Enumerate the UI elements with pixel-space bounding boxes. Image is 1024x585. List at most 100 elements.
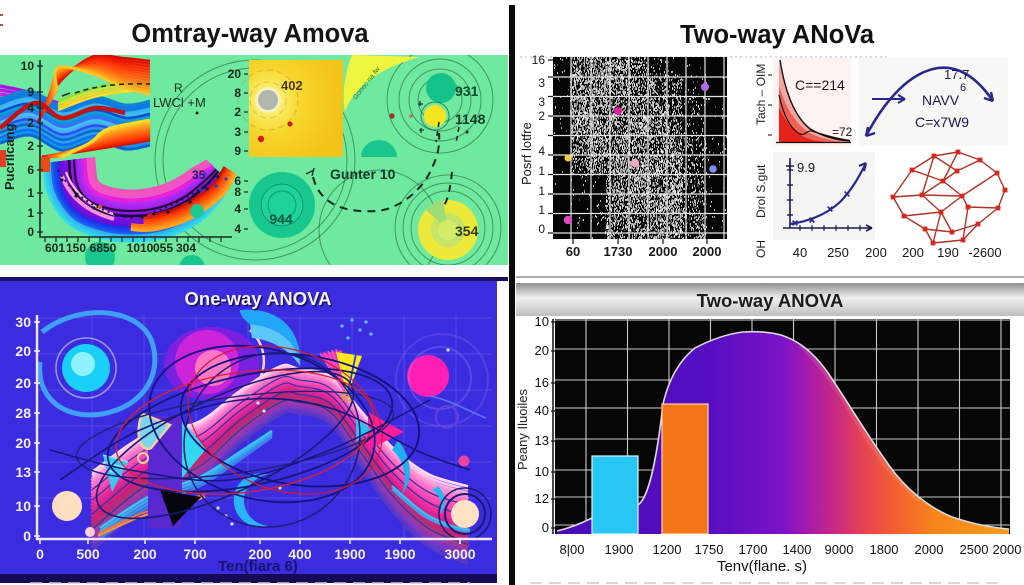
svg-text:12: 12 xyxy=(535,491,549,506)
svg-text:Tach – OIM: Tach – OIM xyxy=(754,64,768,125)
svg-text:150: 150 xyxy=(66,241,86,255)
svg-text:20: 20 xyxy=(15,343,31,359)
svg-text:3: 3 xyxy=(538,76,545,90)
svg-text:1900: 1900 xyxy=(334,546,365,562)
svg-text:Gunter 10: Gunter 10 xyxy=(330,166,396,182)
svg-text:Two-way ANoVa: Two-way ANoVa xyxy=(680,21,875,49)
svg-text:402: 402 xyxy=(281,78,303,93)
svg-text:4: 4 xyxy=(538,144,545,158)
svg-text:8: 8 xyxy=(234,86,241,100)
svg-text:0: 0 xyxy=(23,528,31,544)
svg-text:One-way ANOVA: One-way ANOVA xyxy=(186,290,333,311)
svg-text:0: 0 xyxy=(36,546,44,562)
svg-text:250: 250 xyxy=(827,245,849,260)
svg-text:2000: 2000 xyxy=(649,244,678,259)
svg-text:2: 2 xyxy=(27,139,34,153)
svg-text:Posrf lotfre: Posrf lotfre xyxy=(519,122,534,185)
svg-text:C=x7W9: C=x7W9 xyxy=(915,114,969,130)
svg-text:1: 1 xyxy=(27,186,34,200)
svg-text:1200: 1200 xyxy=(653,542,682,557)
svg-text:NAVV: NAVV xyxy=(922,92,960,108)
svg-text:C==214: C==214 xyxy=(795,77,845,93)
svg-text:4: 4 xyxy=(234,202,241,216)
svg-text:8: 8 xyxy=(234,185,241,199)
svg-text:1010: 1010 xyxy=(127,241,154,255)
svg-text:2000: 2000 xyxy=(993,542,1022,557)
svg-text:944: 944 xyxy=(269,211,293,227)
svg-text:1900: 1900 xyxy=(605,542,634,557)
svg-text:28: 28 xyxy=(15,405,31,421)
svg-text:Two-way ANOVA: Two-way ANOVA xyxy=(697,290,844,311)
svg-text:9: 9 xyxy=(27,85,34,99)
svg-text:6850: 6850 xyxy=(90,241,117,255)
svg-text:601: 601 xyxy=(45,241,65,255)
svg-text:4: 4 xyxy=(27,101,34,115)
svg-text:35: 35 xyxy=(192,168,206,182)
svg-text:R: R xyxy=(174,81,183,95)
svg-text:6: 6 xyxy=(27,163,34,177)
svg-text:2000: 2000 xyxy=(693,244,722,259)
svg-text:20: 20 xyxy=(15,435,31,451)
svg-text:200: 200 xyxy=(865,245,887,260)
svg-text:0: 0 xyxy=(542,520,549,535)
svg-text:2500: 2500 xyxy=(960,542,989,557)
svg-text:9: 9 xyxy=(234,144,241,158)
svg-text:Peany Iluoiles: Peany Iluoiles xyxy=(515,389,530,470)
svg-text:20: 20 xyxy=(228,67,242,81)
svg-text:1: 1 xyxy=(538,184,545,198)
svg-text:30: 30 xyxy=(15,314,31,330)
svg-text:OH: OH xyxy=(754,240,768,258)
svg-text:4: 4 xyxy=(234,222,241,236)
svg-text:Tenv(flane. s): Tenv(flane. s) xyxy=(717,558,807,575)
svg-text:10: 10 xyxy=(535,464,549,479)
svg-text:10: 10 xyxy=(21,59,35,73)
svg-text:3000: 3000 xyxy=(444,546,475,562)
svg-text:2000: 2000 xyxy=(915,542,944,557)
svg-text:2: 2 xyxy=(27,116,34,130)
svg-text:304: 304 xyxy=(176,241,196,255)
svg-text:2: 2 xyxy=(538,109,545,123)
svg-text:055: 055 xyxy=(153,241,173,255)
svg-text:1400: 1400 xyxy=(783,542,812,557)
svg-text:200: 200 xyxy=(248,546,272,562)
svg-text:700: 700 xyxy=(183,546,207,562)
svg-text:10: 10 xyxy=(535,314,549,329)
svg-text:3: 3 xyxy=(538,95,545,109)
svg-text:200: 200 xyxy=(133,546,157,562)
svg-text:3: 3 xyxy=(234,125,241,139)
svg-text:0: 0 xyxy=(538,222,545,236)
svg-text:1750: 1750 xyxy=(695,542,724,557)
svg-text:1148: 1148 xyxy=(455,111,486,127)
svg-text:16: 16 xyxy=(535,375,549,390)
svg-text:LWCl +M: LWCl +M xyxy=(153,95,206,110)
svg-text:1730: 1730 xyxy=(604,244,633,259)
svg-text:Ten(fiara 6): Ten(fiara 6) xyxy=(218,558,298,575)
svg-text:16: 16 xyxy=(532,53,546,67)
svg-text:354: 354 xyxy=(455,223,479,239)
svg-text:40: 40 xyxy=(793,245,807,260)
svg-text:9.9: 9.9 xyxy=(797,160,815,175)
svg-text:6: 6 xyxy=(960,82,966,94)
svg-text:20: 20 xyxy=(535,343,549,358)
svg-text:2: 2 xyxy=(234,105,241,119)
svg-text:400: 400 xyxy=(288,546,312,562)
svg-text:1: 1 xyxy=(27,206,34,220)
svg-text:9000: 9000 xyxy=(825,542,854,557)
svg-text:1: 1 xyxy=(538,203,545,217)
svg-text:500: 500 xyxy=(76,546,100,562)
svg-text:Drol S.gut: Drol S.gut xyxy=(754,164,768,218)
svg-text:60: 60 xyxy=(566,244,580,259)
svg-text:8|00: 8|00 xyxy=(559,542,584,557)
svg-text:1900: 1900 xyxy=(384,546,415,562)
svg-text:1800: 1800 xyxy=(870,542,899,557)
svg-text:=72: =72 xyxy=(832,125,853,139)
svg-text:931: 931 xyxy=(455,83,479,99)
svg-text:1: 1 xyxy=(538,164,545,178)
svg-text:Omtray-way Amova: Omtray-way Amova xyxy=(131,20,369,48)
svg-text:190: 190 xyxy=(937,245,959,260)
svg-text:20: 20 xyxy=(15,375,31,391)
svg-text:13: 13 xyxy=(535,433,549,448)
svg-text:0: 0 xyxy=(27,225,34,239)
svg-text:13: 13 xyxy=(15,464,31,480)
svg-text:10: 10 xyxy=(15,498,31,514)
